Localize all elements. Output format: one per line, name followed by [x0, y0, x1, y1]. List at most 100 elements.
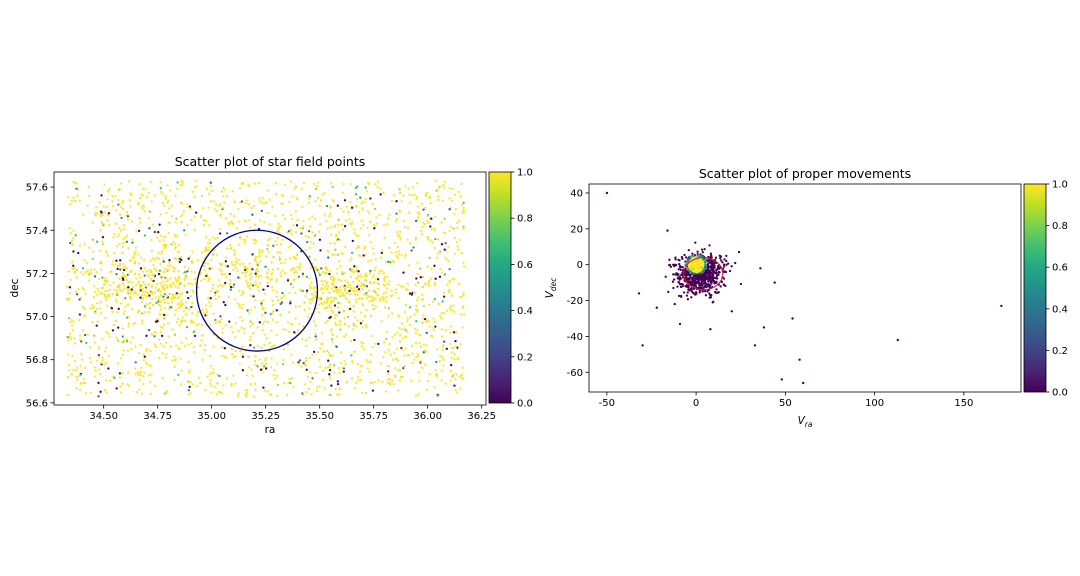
star-point	[436, 188, 439, 191]
star-point	[375, 215, 378, 219]
star-point	[256, 344, 260, 348]
star-point	[395, 200, 398, 203]
star-point	[143, 283, 146, 286]
star-point	[293, 187, 296, 190]
star-point	[434, 369, 437, 372]
star-point	[452, 373, 455, 376]
motion-point	[684, 269, 687, 273]
star-point	[416, 181, 419, 185]
motion-point	[694, 267, 698, 270]
star-point	[387, 348, 390, 352]
star-point	[156, 282, 159, 285]
star-point	[130, 308, 134, 311]
star-point	[67, 339, 70, 342]
star-point	[113, 233, 116, 236]
motion-point	[689, 288, 692, 291]
star-point	[291, 286, 295, 289]
star-point	[228, 283, 231, 286]
star-point	[274, 193, 278, 196]
star-point	[375, 293, 379, 296]
star-point	[253, 223, 257, 226]
star-point	[401, 348, 404, 351]
star-point	[400, 328, 403, 331]
star-point	[141, 287, 144, 290]
star-point	[102, 205, 105, 208]
star-point	[329, 329, 333, 332]
star-point	[94, 290, 97, 294]
star-point	[174, 276, 177, 280]
star-point	[346, 286, 349, 289]
star-point	[381, 380, 384, 384]
star-point	[333, 304, 337, 307]
chart1-points	[65, 179, 466, 398]
star-point	[202, 223, 206, 227]
star-point	[225, 377, 229, 380]
star-point	[184, 275, 188, 278]
star-point	[375, 222, 379, 225]
star-point	[443, 180, 447, 183]
star-point	[237, 243, 241, 246]
star-point	[173, 333, 177, 336]
star-point	[149, 180, 153, 184]
star-point	[252, 238, 255, 241]
star-point	[384, 390, 388, 393]
star-point	[376, 287, 380, 290]
star-point	[315, 389, 319, 393]
star-point	[327, 359, 330, 362]
star-point	[83, 242, 86, 245]
star-point	[380, 362, 383, 365]
star-point	[257, 262, 260, 266]
star-point	[204, 304, 207, 307]
star-point	[325, 204, 329, 208]
star-point	[160, 252, 163, 255]
star-point	[416, 353, 419, 356]
star-point	[87, 279, 91, 282]
star-point	[106, 219, 109, 222]
star-point	[225, 276, 228, 279]
star-point	[234, 355, 237, 358]
y-tick-label: 56.8	[26, 355, 48, 366]
star-point	[424, 192, 428, 195]
star-point	[179, 357, 182, 360]
star-point	[115, 259, 118, 262]
star-point	[265, 201, 268, 204]
star-point	[162, 295, 165, 298]
star-point	[105, 379, 108, 382]
motion-point	[681, 265, 684, 269]
star-point	[281, 296, 284, 299]
star-point	[192, 345, 196, 349]
star-point	[67, 196, 70, 199]
star-point	[75, 387, 78, 390]
star-point	[417, 281, 420, 284]
star-point	[372, 307, 376, 311]
star-point	[180, 180, 183, 183]
star-point	[449, 308, 452, 311]
star-point	[87, 185, 91, 188]
star-point	[68, 291, 72, 295]
star-point	[462, 206, 465, 210]
star-point	[382, 272, 385, 275]
star-point	[233, 215, 236, 218]
star-point	[176, 187, 179, 190]
motion-point	[698, 291, 701, 294]
star-point	[238, 362, 242, 365]
star-point	[131, 241, 134, 244]
star-point	[179, 383, 183, 386]
star-point	[412, 246, 415, 249]
star-point	[236, 269, 239, 272]
star-point	[125, 240, 129, 243]
star-point	[246, 281, 249, 285]
star-point	[289, 283, 293, 286]
star-point	[374, 290, 377, 294]
motion-outlier-point	[678, 322, 682, 326]
motion-point	[677, 294, 681, 298]
star-point	[184, 301, 187, 304]
star-point	[419, 276, 422, 279]
star-point	[93, 334, 96, 337]
star-point	[144, 311, 147, 314]
star-point	[261, 328, 264, 332]
star-point	[241, 290, 245, 293]
star-point	[343, 359, 346, 363]
star-point	[94, 211, 97, 215]
star-point	[254, 388, 257, 391]
